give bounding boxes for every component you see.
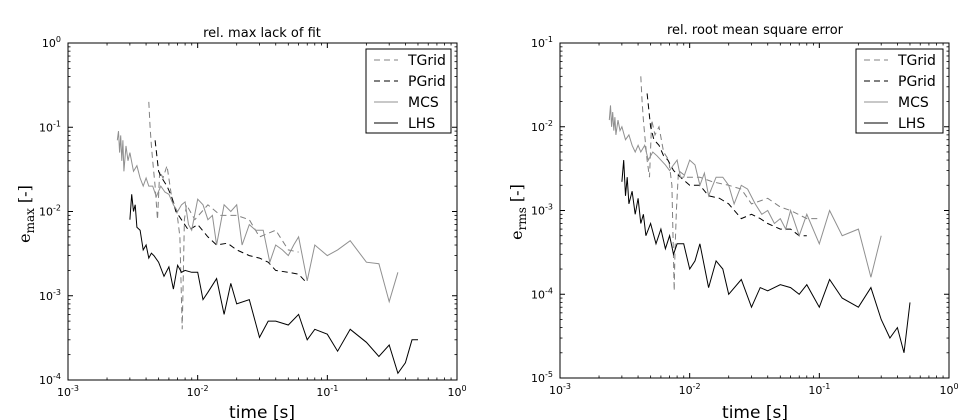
legend-label: TGrid (407, 53, 446, 69)
x-axis-label: time [s] (229, 403, 295, 420)
y-axis-label-main: e (507, 230, 526, 239)
chart-right: rel. root mean square error time [s] erm… (507, 23, 959, 420)
legend-label: LHS (408, 116, 435, 132)
y-tick-label: 10-4 (39, 372, 61, 387)
x-tick-label: 100 (447, 384, 466, 399)
series-line-tgrid (148, 101, 299, 330)
y-tick-label: 10-2 (531, 119, 553, 134)
y-tick-label: 10-1 (531, 35, 553, 50)
x-tick-label: 100 (939, 382, 958, 397)
y-axis-label-sub: rms (515, 207, 529, 230)
chart-title: rel. max lack of fit (203, 26, 321, 41)
legend: TGrid PGrid MCS LHS (855, 48, 944, 134)
series-line-pgrid (646, 93, 807, 237)
series-line-tgrid (640, 76, 820, 291)
plot-area (116, 101, 418, 375)
series-line-mcs (116, 131, 399, 304)
x-tick-label: 10-2 (187, 384, 209, 399)
chart-title: rel. root mean square error (667, 23, 844, 38)
minor-ticks (560, 43, 949, 378)
x-tick-label: 10-3 (549, 382, 571, 397)
legend-label: PGrid (408, 74, 446, 90)
y-tick-label: 10-3 (531, 203, 553, 218)
y-axis-label: emax [-] (15, 185, 37, 243)
y-axis-label: erms [-] (507, 184, 529, 240)
y-tick-label: 10-1 (39, 119, 61, 134)
y-tick-label: 10-2 (39, 204, 61, 219)
y-axis-label-main: e (15, 233, 34, 242)
legend-label: PGrid (898, 74, 936, 90)
x-axis-label: time [s] (722, 403, 788, 420)
series-line-lhs (129, 194, 418, 375)
x-tick-label: 10-2 (679, 382, 701, 397)
plot-area (608, 76, 911, 353)
y-axis-label-unit: [-] (507, 184, 526, 202)
legend-label: LHS (898, 116, 925, 132)
chart-left: rel. max lack of fit time [s] emax [-] 10… (15, 26, 467, 420)
series-line-mcs (608, 105, 882, 278)
y-tick-label: 10-3 (39, 288, 61, 303)
legend-label: MCS (408, 95, 439, 111)
y-tick-label: 10-5 (531, 370, 553, 385)
y-tick-label: 100 (42, 35, 61, 50)
y-axis-label-unit: [-] (15, 185, 34, 203)
legend-label: TGrid (897, 53, 936, 69)
legend: TGrid PGrid MCS LHS (365, 48, 452, 134)
minor-ticks (68, 43, 457, 380)
x-tick-label: 10-3 (57, 384, 79, 399)
x-tick-label: 10-1 (808, 382, 830, 397)
y-tick-label: 10-4 (531, 286, 553, 301)
series-line-pgrid (154, 140, 308, 284)
series-line-lhs (621, 160, 911, 353)
x-tick-label: 10-1 (316, 384, 338, 399)
svg-text:emax[-]: emax [-] (15, 185, 37, 243)
svg-text:erms[-]: erms [-] (507, 184, 529, 240)
y-axis-label-sub: max (23, 208, 37, 234)
legend-label: MCS (898, 95, 929, 111)
